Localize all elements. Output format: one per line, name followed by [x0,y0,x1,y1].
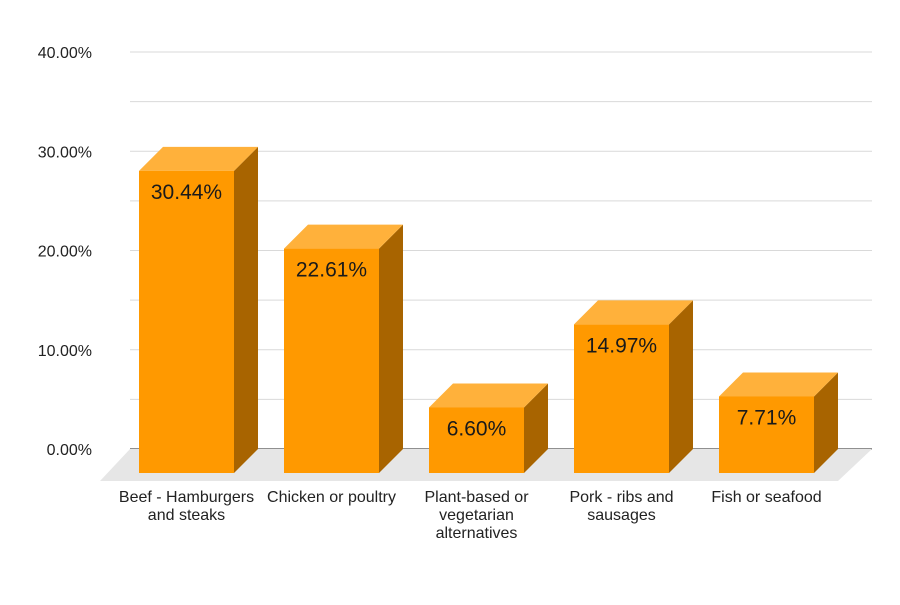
bar [139,146,258,473]
y-tick-label: 20.00% [38,244,92,261]
bar-top-face [139,146,258,171]
data-labels: 30.44% 22.61% 6.60% 14.97% 7.71% [151,181,796,441]
x-category-label: Pork - ribs and sausages [569,489,674,524]
x-category-label: Fish or seafood [711,489,822,506]
bar [719,372,838,473]
bar-front-face [719,396,814,473]
bar-top-face [719,372,838,397]
data-label: 22.61% [296,259,367,282]
bar-front-face [139,170,234,473]
bar-side-face [524,383,548,473]
bar-side-face [814,372,838,473]
x-category-label: Chicken or poultry [267,489,396,506]
bar [284,224,403,473]
bar-front-face [284,248,379,473]
bar-side-face [669,300,693,473]
data-label: 14.97% [586,334,657,357]
bar-side-face [234,146,258,473]
y-tick-label: 0.00% [47,442,92,459]
x-category-label: Plant-based or vegetarian alternatives [424,489,529,542]
bar-side-face [379,224,403,473]
data-label: 30.44% [151,181,222,204]
y-axis-tick-labels: 0.00% 10.00% 20.00% 30.00% 40.00% [38,45,92,459]
data-label: 7.71% [737,406,797,429]
bar-top-face [284,224,403,249]
bar [574,300,693,473]
bars [139,146,838,473]
y-tick-label: 10.00% [38,343,92,360]
bar-front-face [574,324,669,473]
x-category-label: Beef - Hamburgers and steaks [118,489,255,524]
bar-top-face [429,383,548,408]
bar-front-face [429,407,524,473]
y-tick-label: 40.00% [38,45,92,62]
bar [429,383,548,473]
data-label: 6.60% [447,417,507,440]
bar-top-face [574,300,693,325]
y-tick-label: 30.00% [38,144,92,161]
